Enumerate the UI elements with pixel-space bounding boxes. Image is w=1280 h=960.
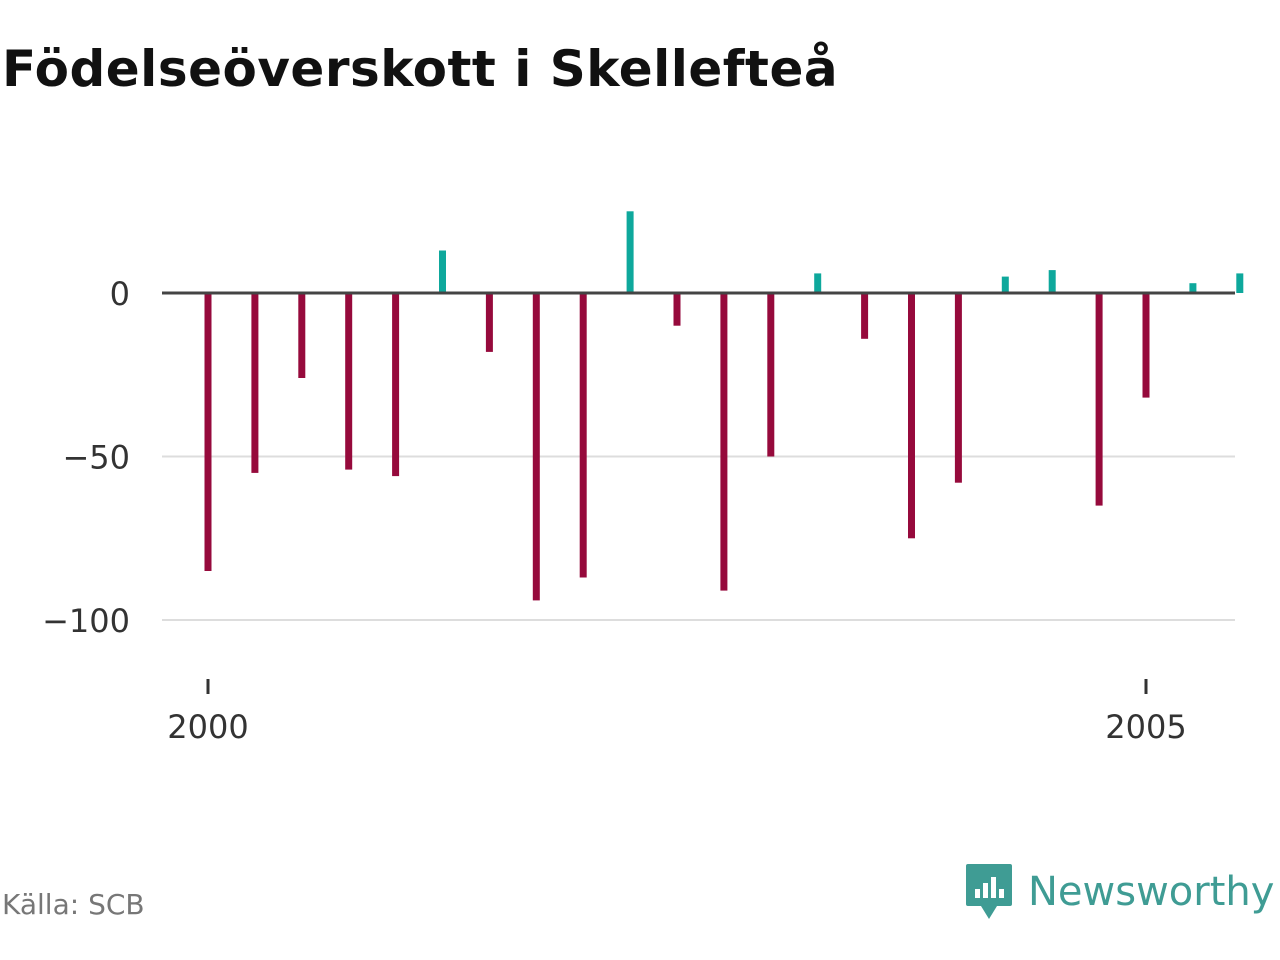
bar <box>1048 270 1056 293</box>
bar <box>439 250 446 293</box>
bar <box>298 293 306 378</box>
y-tick-label: 0 <box>110 275 130 313</box>
x-tick-label: 2005 <box>1105 708 1186 746</box>
bar <box>204 293 212 571</box>
bar <box>1001 276 1009 293</box>
bar <box>251 293 259 473</box>
bar <box>1095 293 1103 506</box>
brand-logo: Newsworthy <box>964 862 1274 922</box>
bar <box>392 293 400 477</box>
y-tick-label: −100 <box>42 602 130 640</box>
brand-name: Newsworthy <box>1028 869 1275 915</box>
bar <box>345 293 353 470</box>
bar <box>485 293 493 352</box>
bars <box>204 211 1244 601</box>
bar <box>1236 273 1244 293</box>
bar <box>720 293 728 591</box>
bar <box>954 293 962 483</box>
newsworthy-logo-icon <box>966 864 1012 919</box>
y-tick-label: −50 <box>62 439 130 477</box>
bar-chart: 0−50−100 200020052010201520202025 <box>42 211 1244 746</box>
bar <box>908 293 915 539</box>
bar <box>814 273 822 293</box>
x-tick-label: 2000 <box>167 708 248 746</box>
grid-lines <box>162 455 1235 621</box>
x-axis: 200020052010201520202025 <box>167 679 1187 746</box>
bar <box>532 293 540 601</box>
bar <box>1189 283 1197 293</box>
chart-title: Födelseöverskott i Skellefteå <box>2 40 839 98</box>
bar <box>626 211 634 294</box>
bar <box>861 293 869 339</box>
bar <box>1142 293 1150 398</box>
bar <box>767 293 775 457</box>
bar <box>673 293 681 326</box>
y-axis-labels: 0 −50 −100 <box>42 275 130 640</box>
source-note: Källa: SCB <box>2 888 145 921</box>
bar <box>579 293 587 578</box>
